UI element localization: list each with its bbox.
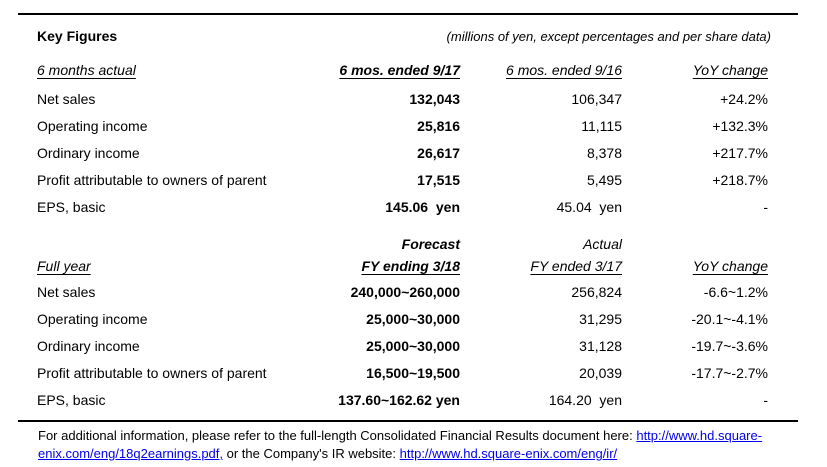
six-months-table: 6 months actual 6 mos. ended 9/17 6 mos.…	[37, 56, 768, 220]
table-row: Net sales 132,043 106,347 +24.2%	[37, 86, 768, 113]
metric-label: Net sales	[37, 91, 96, 108]
metric-label: EPS, basic	[37, 198, 106, 215]
table-row: Profit attributable to owners of parent …	[37, 166, 768, 193]
column-header-yoy: YoY change	[692, 61, 768, 78]
value-forecast: 16,500~19,500	[366, 364, 460, 381]
value-yoy: +132.3%	[712, 118, 768, 135]
value-forecast: 25,000~30,000	[366, 311, 460, 328]
section-label-full-year: Full year	[37, 257, 91, 274]
full-year-table: Forecast Actual Full year FY ending 3/18…	[37, 233, 768, 413]
value-current: 17,515	[417, 171, 460, 188]
column-header-prior-period: 6 mos. ended 9/16	[506, 61, 622, 78]
value-yoy: -	[763, 198, 768, 215]
column-header-yoy: YoY change	[692, 257, 768, 274]
value-forecast: 240,000~260,000	[350, 284, 460, 301]
value-yoy: +24.2%	[720, 91, 768, 108]
value-prior: 45.04 yen	[556, 198, 622, 215]
full-year-preheader-row: Forecast Actual	[37, 233, 768, 254]
footer-line-1: For additional information, please refer…	[38, 427, 800, 445]
value-actual: 20,039	[579, 364, 622, 381]
column-preheader-actual: Actual	[583, 235, 622, 252]
column-header-actual-fy: FY ended 3/17	[530, 257, 622, 274]
metric-label: Operating income	[37, 118, 148, 135]
table-row: Ordinary income 25,000~30,000 31,128 -19…	[37, 333, 768, 360]
table-row: Operating income 25,000~30,000 31,295 -2…	[37, 306, 768, 333]
column-preheader-forecast: Forecast	[401, 235, 460, 252]
metric-label: EPS, basic	[37, 391, 106, 408]
bottom-divider	[18, 420, 798, 422]
metric-label: Profit attributable to owners of parent	[37, 364, 267, 381]
metric-label: Ordinary income	[37, 144, 140, 161]
title-row: Key Figures (millions of yen, except per…	[37, 28, 771, 45]
metric-label: Net sales	[37, 284, 96, 301]
metric-label: Ordinary income	[37, 337, 140, 354]
value-yoy: -19.7~-3.6%	[691, 337, 768, 354]
footer-text: or the Company's IR website:	[223, 446, 400, 461]
value-yoy: +217.7%	[712, 144, 768, 161]
table-row: Operating income 25,816 11,115 +132.3%	[37, 113, 768, 140]
six-months-header-row: 6 months actual 6 mos. ended 9/17 6 mos.…	[37, 56, 768, 83]
footer-line-2: enix.com/eng/18q2earnings.pdf, or the Co…	[38, 445, 800, 463]
value-yoy: -	[763, 391, 768, 408]
value-yoy: -17.7~-2.7%	[691, 364, 768, 381]
earnings-pdf-link-continued[interactable]: enix.com/eng/18q2earnings.pdf,	[38, 446, 224, 461]
earnings-pdf-link[interactable]: http://www.hd.square-	[636, 428, 763, 443]
top-divider	[18, 13, 798, 15]
value-prior: 5,495	[586, 171, 622, 188]
section-label-6-months: 6 months actual	[37, 61, 136, 78]
value-actual: 164.20 yen	[548, 391, 622, 408]
value-actual: 31,128	[579, 337, 622, 354]
table-row: Profit attributable to owners of parent …	[37, 359, 768, 386]
value-actual: 256,824	[571, 284, 622, 301]
column-header-forecast-fy: FY ending 3/18	[361, 257, 460, 274]
value-forecast: 137.60~162.62 yen	[338, 391, 460, 408]
footer-text: For additional information, please refer…	[38, 428, 637, 443]
value-current: 145.06 yen	[385, 198, 460, 215]
table-row: EPS, basic 145.06 yen 45.04 yen -	[37, 193, 768, 220]
value-yoy: -6.6~1.2%	[703, 284, 768, 301]
metric-label: Profit attributable to owners of parent	[37, 171, 267, 188]
unit-note: (millions of yen, except percentages and…	[446, 29, 771, 44]
value-prior: 106,347	[571, 91, 622, 108]
table-row: Net sales 240,000~260,000 256,824 -6.6~1…	[37, 279, 768, 306]
column-header-current-period: 6 mos. ended 9/17	[339, 61, 460, 78]
metric-label: Operating income	[37, 311, 148, 328]
value-actual: 31,295	[579, 311, 622, 328]
value-current: 25,816	[417, 118, 460, 135]
value-yoy: +218.7%	[712, 171, 768, 188]
value-current: 132,043	[409, 91, 460, 108]
value-prior: 11,115	[581, 118, 622, 135]
table-row: Ordinary income 26,617 8,378 +217.7%	[37, 140, 768, 167]
value-yoy: -20.1~-4.1%	[691, 311, 768, 328]
table-row: EPS, basic 137.60~162.62 yen 164.20 yen …	[37, 386, 768, 413]
full-year-header-row: Full year FY ending 3/18 FY ended 3/17 Y…	[37, 254, 768, 277]
value-prior: 8,378	[586, 144, 622, 161]
ir-website-link[interactable]: http://www.hd.square-enix.com/eng/ir/	[399, 446, 618, 461]
footer-note: For additional information, please refer…	[38, 427, 800, 463]
page-title: Key Figures	[37, 28, 118, 44]
value-current: 26,617	[417, 144, 460, 161]
value-forecast: 25,000~30,000	[366, 337, 460, 354]
